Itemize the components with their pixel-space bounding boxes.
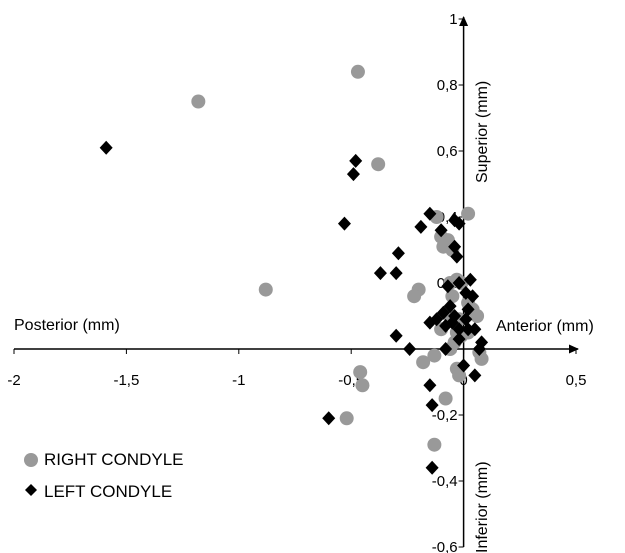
data-point-left-condyle	[423, 315, 437, 330]
data-point-left-condyle	[434, 223, 448, 238]
data-point-left-condyle	[425, 398, 439, 413]
legend-label-left-condyle: LEFT CONDYLE	[44, 482, 172, 501]
data-point-right-condyle	[355, 378, 370, 393]
data-point-right-condyle	[445, 289, 460, 304]
data-point-left-condyle	[452, 216, 466, 231]
data-point-right-condyle	[350, 64, 365, 79]
data-point-left-condyle	[346, 167, 360, 182]
data-point-left-condyle	[450, 249, 464, 264]
data-point-left-condyle	[468, 322, 482, 337]
data-point-right-condyle	[353, 365, 368, 380]
y-tick-label: 0,8	[437, 77, 458, 94]
anterior-label: Anterior (mm)	[496, 318, 594, 335]
data-point-right-condyle	[427, 348, 442, 363]
data-point-right-condyle	[416, 355, 431, 370]
data-point-left-condyle	[463, 272, 477, 287]
x-tick-label: -2	[7, 372, 20, 389]
superior-label: Superior (mm)	[474, 81, 491, 183]
data-point-right-condyle	[258, 282, 273, 297]
data-point-left-condyle	[452, 322, 466, 337]
data-point-right-condyle	[474, 351, 489, 366]
data-point-right-condyle	[407, 289, 422, 304]
inferior-label: Inferior (mm)	[474, 461, 491, 553]
y-tick-label: 1	[449, 11, 457, 28]
x-tick-labels: -2-1,5-1-0,500,5	[7, 372, 586, 389]
data-point-left-condyle	[425, 460, 439, 475]
legend-marker-right-condyle	[24, 453, 38, 467]
data-point-left-condyle	[389, 266, 403, 281]
x-tick-label: -1,5	[113, 372, 139, 389]
data-point-left-condyle	[468, 368, 482, 383]
data-point-left-condyle	[322, 411, 336, 426]
data-point-left-condyle	[423, 206, 437, 221]
x-tick-label: -1	[232, 372, 245, 389]
data-point-left-condyle	[373, 266, 387, 281]
y-tick-label: -0,4	[432, 473, 458, 490]
data-point-left-condyle	[99, 140, 113, 155]
data-point-left-condyle	[391, 246, 405, 261]
y-tick-label: 0,6	[437, 143, 458, 160]
data-point-left-condyle	[472, 342, 486, 356]
data-point-right-condyle	[191, 94, 206, 109]
data-point-left-condyle	[423, 378, 437, 393]
data-point-right-condyle	[371, 157, 386, 172]
data-point-left-condyle	[457, 358, 471, 373]
legend: RIGHT CONDYLE LEFT CONDYLE	[24, 450, 184, 501]
data-point-left-condyle	[414, 219, 428, 234]
posterior-label: Posterior (mm)	[14, 317, 120, 334]
data-point-left-condyle	[439, 318, 453, 333]
data-point-left-condyle	[461, 322, 475, 337]
x-axis-arrow	[569, 344, 579, 354]
data-point-left-condyle	[337, 216, 351, 231]
data-point-right-condyle	[461, 206, 476, 221]
data-point-left-condyle	[349, 153, 363, 168]
legend-label-right-condyle: RIGHT CONDYLE	[44, 450, 184, 469]
data-point-right-condyle	[427, 437, 442, 452]
y-axis-arrow	[459, 16, 469, 26]
data-point-left-condyle	[461, 302, 475, 317]
data-points	[99, 64, 489, 475]
data-point-left-condyle	[389, 328, 403, 343]
data-point-left-condyle	[403, 342, 417, 356]
data-point-left-condyle	[459, 312, 473, 327]
y-tick-label: -0,6	[432, 539, 458, 553]
series-1	[99, 140, 489, 475]
data-point-left-condyle	[452, 276, 466, 290]
data-point-left-condyle	[441, 279, 455, 294]
data-point-left-condyle	[448, 239, 462, 254]
series-0	[191, 64, 489, 452]
y-tick-label: -0,2	[432, 407, 458, 424]
legend-marker-left-condyle	[25, 484, 37, 496]
data-point-right-condyle	[470, 309, 485, 323]
data-point-left-condyle	[439, 342, 453, 356]
data-point-right-condyle	[452, 368, 467, 383]
data-point-right-condyle	[339, 411, 354, 426]
x-tick-label: 0,5	[566, 372, 587, 389]
data-point-left-condyle	[466, 289, 480, 304]
data-point-right-condyle	[438, 391, 453, 406]
data-point-left-condyle	[452, 332, 466, 347]
